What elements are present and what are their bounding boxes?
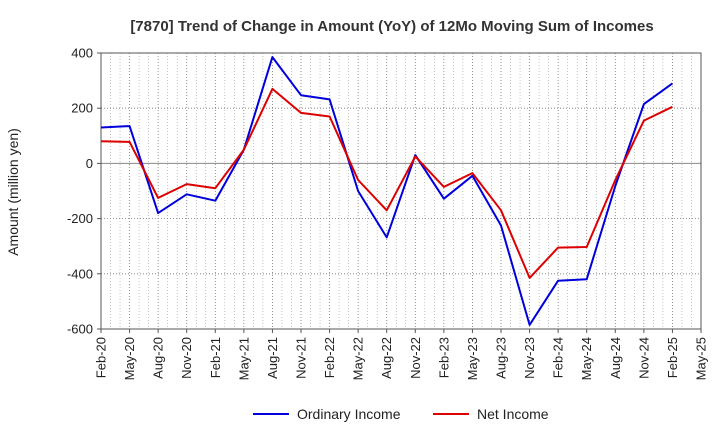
- y-axis: 400 200 0 -200 -400 -600: [67, 46, 101, 337]
- y-tick-label: -600: [67, 322, 93, 337]
- plot-area: [100, 52, 702, 330]
- x-tick-label: Feb-25: [665, 337, 680, 378]
- x-tick-label: Feb-23: [436, 337, 451, 378]
- legend-label: Net Income: [477, 406, 549, 422]
- x-tick-label: Feb-20: [94, 337, 109, 378]
- x-tick-label: Aug-24: [608, 337, 623, 379]
- plot-border: [100, 52, 702, 330]
- x-tick-label: Nov-20: [179, 337, 194, 379]
- x-tick-label: May-24: [579, 337, 594, 380]
- y-tick-label: 400: [71, 46, 93, 61]
- legend-label: Ordinary Income: [297, 406, 401, 422]
- x-tick-label: Aug-23: [494, 337, 509, 379]
- chart-title: [7870] Trend of Change in Amount (YoY) o…: [130, 18, 653, 35]
- x-tick-label: May-22: [351, 337, 366, 380]
- series-line-ordinary-income: [100, 56, 673, 326]
- x-tick-label: Nov-21: [294, 337, 309, 379]
- x-tick-label: Feb-24: [551, 337, 566, 378]
- x-tick-label: May-20: [122, 337, 137, 380]
- y-tick-label: 200: [71, 101, 93, 116]
- x-tick-label: Feb-21: [208, 337, 223, 378]
- y-tick-label: -400: [67, 266, 93, 281]
- series-line-net-income: [100, 87, 673, 279]
- x-tick-label: Aug-22: [379, 337, 394, 379]
- x-tick-label: Aug-21: [265, 337, 280, 379]
- x-tick-label: Aug-20: [151, 337, 166, 379]
- series-lines: [100, 56, 673, 326]
- x-tick-label: Nov-22: [408, 337, 423, 379]
- x-axis: Feb-20 May-20 Aug-20 Nov-20 Feb-21 May-21 Aug-…: [94, 329, 709, 380]
- x-tick-label: Nov-24: [636, 337, 651, 379]
- x-tick-label: Nov-23: [522, 337, 537, 379]
- x-tick-label: May-25: [694, 337, 709, 380]
- legend[interactable]: Ordinary Income Net Income: [253, 406, 549, 422]
- y-tick-label: -200: [67, 211, 93, 226]
- x-tick-label: May-23: [465, 337, 480, 380]
- y-tick-label: 0: [86, 156, 93, 171]
- y-axis-label: Amount (million yen): [5, 128, 21, 256]
- x-tick-label: May-21: [236, 337, 251, 380]
- x-tick-label: Feb-22: [322, 337, 337, 378]
